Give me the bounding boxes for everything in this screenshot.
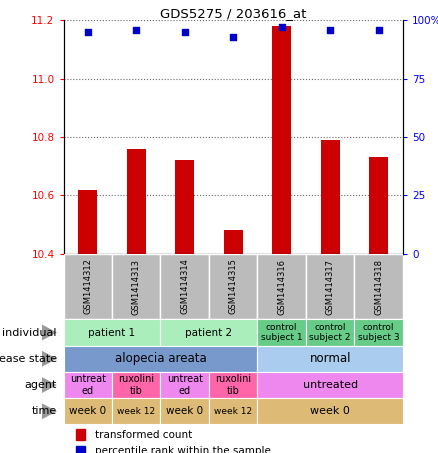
Bar xyxy=(223,230,243,254)
Text: untreat
ed: untreat ed xyxy=(70,374,106,396)
Text: GDS5275 / 203616_at: GDS5275 / 203616_at xyxy=(160,7,307,20)
Point xyxy=(181,29,188,36)
Text: control
subject 1: control subject 1 xyxy=(261,323,303,342)
Text: GSM1414314: GSM1414314 xyxy=(180,259,189,314)
FancyBboxPatch shape xyxy=(354,254,403,319)
Text: ruxolini
tib: ruxolini tib xyxy=(215,374,251,396)
Polygon shape xyxy=(42,377,57,393)
Point xyxy=(278,24,285,31)
Polygon shape xyxy=(42,351,57,367)
Text: GSM1414317: GSM1414317 xyxy=(326,259,335,314)
Text: normal: normal xyxy=(310,352,351,365)
Text: patient 2: patient 2 xyxy=(185,328,233,337)
Text: ruxolini
tib: ruxolini tib xyxy=(118,374,154,396)
FancyBboxPatch shape xyxy=(209,254,258,319)
Text: GSM1414313: GSM1414313 xyxy=(132,259,141,314)
Text: agent: agent xyxy=(25,380,57,390)
Text: transformed count: transformed count xyxy=(95,429,193,440)
Text: control
subject 3: control subject 3 xyxy=(358,323,399,342)
Text: alopecia areata: alopecia areata xyxy=(115,352,206,365)
Text: week 12: week 12 xyxy=(214,407,252,416)
Bar xyxy=(76,446,85,453)
Text: GSM1414315: GSM1414315 xyxy=(229,259,238,314)
Text: week 12: week 12 xyxy=(117,407,155,416)
Bar xyxy=(175,160,194,254)
Text: patient 1: patient 1 xyxy=(88,328,136,337)
Text: untreat
ed: untreat ed xyxy=(167,374,203,396)
Text: percentile rank within the sample: percentile rank within the sample xyxy=(95,447,271,453)
FancyBboxPatch shape xyxy=(112,254,160,319)
Point xyxy=(375,26,382,34)
Text: untreated: untreated xyxy=(303,380,358,390)
Text: disease state: disease state xyxy=(0,354,57,364)
Polygon shape xyxy=(42,403,57,419)
Text: GSM1414318: GSM1414318 xyxy=(374,259,383,314)
Text: week 0: week 0 xyxy=(166,406,203,416)
Bar xyxy=(78,189,97,254)
Bar xyxy=(76,429,85,440)
FancyBboxPatch shape xyxy=(306,254,354,319)
Polygon shape xyxy=(42,324,57,341)
Text: GSM1414312: GSM1414312 xyxy=(83,259,92,314)
Bar xyxy=(369,158,389,254)
FancyBboxPatch shape xyxy=(160,254,209,319)
Bar xyxy=(272,26,291,254)
Bar xyxy=(127,149,146,254)
Point xyxy=(230,33,237,40)
Text: GSM1414316: GSM1414316 xyxy=(277,259,286,314)
Text: individual: individual xyxy=(3,328,57,337)
Point xyxy=(327,26,334,34)
Text: control
subject 2: control subject 2 xyxy=(310,323,351,342)
Bar xyxy=(321,140,340,254)
Text: time: time xyxy=(32,406,57,416)
Text: week 0: week 0 xyxy=(69,406,106,416)
FancyBboxPatch shape xyxy=(64,254,112,319)
Point xyxy=(133,26,140,34)
FancyBboxPatch shape xyxy=(258,254,306,319)
Text: week 0: week 0 xyxy=(310,406,350,416)
Point xyxy=(84,29,91,36)
